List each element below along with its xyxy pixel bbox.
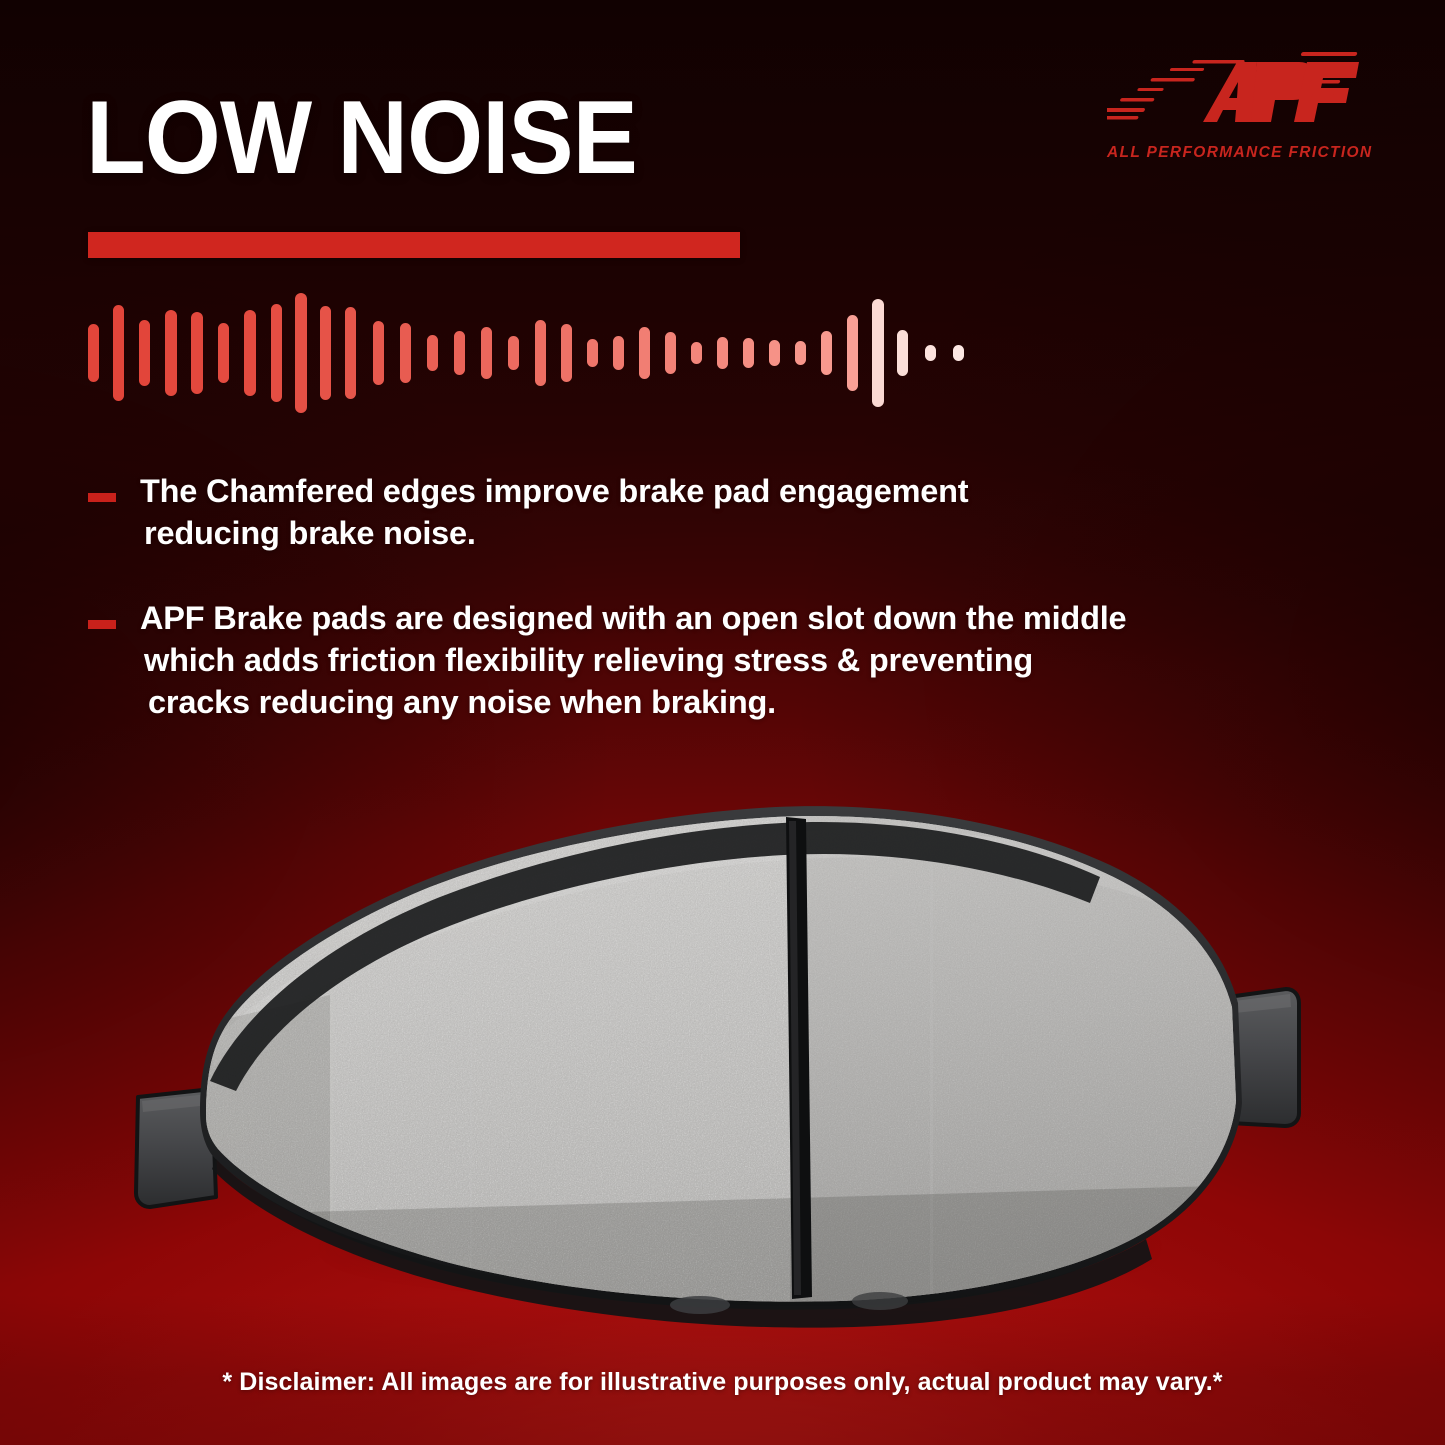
waveform-bar-fill <box>88 324 99 382</box>
waveform-bar-fill <box>508 336 519 370</box>
waveform-bar-fill <box>454 331 465 375</box>
waveform-bar <box>345 307 356 399</box>
waveform-bar-fill <box>561 324 572 382</box>
waveform-bar-fill <box>191 312 203 394</box>
feature-bullet-line: cracks reducing any noise when braking. <box>148 684 776 720</box>
waveform-bar <box>481 327 492 379</box>
waveform-bar <box>454 331 465 375</box>
page-title: LOW NOISE <box>86 80 638 196</box>
feature-bullet-list: The Chamfered edges improve brake pad en… <box>88 470 1368 765</box>
feature-bullet-text: APF Brake pads are designed with an open… <box>140 597 1127 724</box>
waveform-bar-fill <box>587 339 598 367</box>
feature-bullet-line: reducing brake noise. <box>144 515 476 552</box>
waveform-bar <box>795 341 806 365</box>
waveform-bar-fill <box>373 321 384 385</box>
waveform-bar <box>847 315 858 391</box>
waveform-bar <box>88 324 99 382</box>
product-image-stage <box>0 745 1445 1330</box>
waveform-bar-fill <box>535 320 546 386</box>
waveform-bar <box>691 342 702 364</box>
apf-logo: ALL PERFORMANCE FRICTION <box>1107 48 1373 166</box>
waveform-bar <box>218 323 229 383</box>
apf-logo-icon <box>1107 52 1359 122</box>
feature-bullet-line: which adds friction flexibility relievin… <box>144 641 1033 678</box>
waveform-bar <box>165 310 177 396</box>
waveform-bar <box>925 345 936 361</box>
waveform-bar <box>271 304 282 402</box>
waveform-bar <box>427 335 438 371</box>
waveform-bar-fill <box>872 299 884 407</box>
waveform-bar <box>587 339 598 367</box>
feature-bullet-text: The Chamfered edges improve brake pad en… <box>140 470 969 555</box>
waveform-bar-fill <box>139 320 150 386</box>
brake-pad-right-tab <box>1226 987 1301 1128</box>
waveform-bar-fill <box>165 310 177 396</box>
brake-pad-center-slot <box>786 817 812 1299</box>
brake-pad-left-tab <box>134 1087 218 1209</box>
waveform-bar-fill <box>295 293 307 413</box>
waveform-bar <box>508 336 519 370</box>
waveform-bar <box>561 324 572 382</box>
feature-bullet-line: APF Brake pads are designed with an open… <box>140 599 1127 636</box>
waveform-bar-fill <box>400 323 411 383</box>
waveform-bar-fill <box>113 305 124 401</box>
waveform-bar-fill <box>769 340 780 366</box>
waveform-bar-fill <box>639 327 650 379</box>
bullet-dash-icon <box>88 493 116 502</box>
waveform-bar-fill <box>821 331 832 375</box>
bullet-dash-icon <box>88 619 116 629</box>
feature-bullet: APF Brake pads are designed with an open… <box>88 597 1368 724</box>
waveform-bar-fill <box>345 307 356 399</box>
waveform-bar <box>373 321 384 385</box>
waveform-bar <box>400 323 411 383</box>
apf-logo-tagline: ALL PERFORMANCE FRICTION <box>1107 144 1373 161</box>
waveform-bar <box>639 327 650 379</box>
waveform-bar <box>191 312 203 394</box>
waveform-bar <box>821 331 832 375</box>
waveform-bar <box>244 310 256 396</box>
waveform-bar <box>769 340 780 366</box>
waveform-bar-fill <box>691 342 702 364</box>
waveform-bar-fill <box>481 327 492 379</box>
waveform-bar <box>953 345 964 361</box>
disclaimer-text: * Disclaimer: All images are for illustr… <box>222 1368 1223 1396</box>
waveform-bar-fill <box>427 335 438 371</box>
waveform-bar-fill <box>271 304 282 402</box>
feature-bullet-line: The Chamfered edges improve brake pad en… <box>140 473 969 509</box>
waveform-bar <box>717 337 728 369</box>
waveform-bar <box>295 293 307 413</box>
waveform-bar <box>613 336 624 370</box>
waveform-bar-fill <box>665 332 676 374</box>
waveform-bar-fill <box>717 337 728 369</box>
waveform-bar-fill <box>847 315 858 391</box>
sound-waveform-graphic <box>88 292 1233 414</box>
waveform-bar-fill <box>613 336 624 370</box>
waveform-bar <box>320 306 331 400</box>
waveform-bar-fill <box>795 341 806 365</box>
waveform-bar <box>113 305 124 401</box>
waveform-bar <box>535 320 546 386</box>
waveform-bar-fill <box>218 323 229 383</box>
feature-bullet: The Chamfered edges improve brake pad en… <box>88 470 1368 555</box>
waveform-bar-fill <box>897 330 908 376</box>
waveform-bar-fill <box>743 338 754 368</box>
waveform-bar-fill <box>925 345 936 361</box>
waveform-bar <box>743 338 754 368</box>
waveform-bar <box>872 299 884 407</box>
waveform-bar <box>665 332 676 374</box>
waveform-bar-fill <box>320 306 331 400</box>
brake-pad-image <box>134 806 1301 1328</box>
title-underline-bar <box>88 232 740 258</box>
brake-pad-chamfer-top <box>210 822 1100 1091</box>
waveform-bar <box>139 320 150 386</box>
waveform-bar <box>897 330 908 376</box>
waveform-bar-fill <box>244 310 256 396</box>
waveform-bar-fill <box>953 345 964 361</box>
brake-pad-friction-surface <box>206 816 1236 1302</box>
